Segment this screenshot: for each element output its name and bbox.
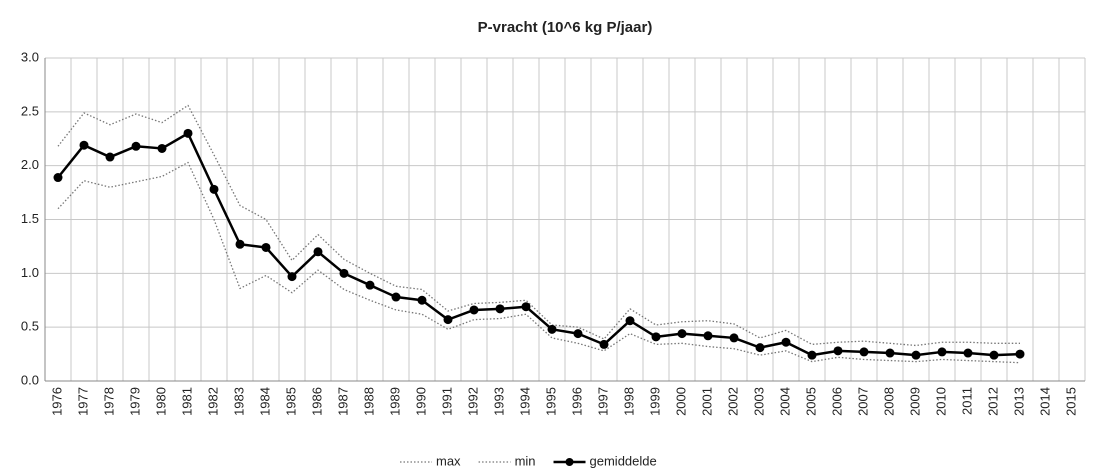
- data-point: [105, 152, 115, 162]
- data-point: [703, 331, 713, 341]
- x-tick-label: 2007: [855, 387, 870, 416]
- x-tick-label: 1978: [101, 387, 116, 416]
- data-point: [157, 143, 167, 153]
- chart-title: P-vracht (10^6 kg P/jaar): [478, 19, 653, 36]
- series-line: [57, 161, 1021, 364]
- data-point: [885, 348, 895, 358]
- x-tick-label: 1980: [153, 387, 168, 416]
- data-point: [729, 333, 739, 343]
- x-tick-label: 1999: [647, 387, 662, 416]
- legend-label: max: [436, 453, 461, 468]
- x-tick-label: 2004: [777, 387, 792, 416]
- y-tick-label: 2.5: [21, 103, 39, 118]
- x-tick-label: 1985: [283, 387, 298, 416]
- legend-label: gemiddelde: [590, 453, 657, 468]
- data-point: [625, 316, 635, 326]
- data-point: [833, 346, 843, 356]
- x-tick-label: 1982: [205, 387, 220, 416]
- data-point: [261, 242, 271, 252]
- data-point: [287, 272, 297, 282]
- x-tick-label: 2002: [725, 387, 740, 416]
- x-tick-label: 1984: [257, 387, 272, 416]
- x-tick-label: 1983: [231, 387, 246, 416]
- y-tick-label: 1.5: [21, 211, 39, 226]
- data-point: [963, 348, 973, 358]
- data-point: [807, 350, 817, 360]
- data-point: [365, 280, 375, 290]
- data-point: [79, 140, 89, 150]
- x-tick-label: 2000: [673, 387, 688, 416]
- legend-marker: [565, 458, 574, 466]
- x-tick-label: 1981: [179, 387, 194, 416]
- data-point: [443, 315, 453, 325]
- data-point: [781, 337, 791, 347]
- x-tick-label: 1992: [465, 387, 480, 416]
- data-point: [131, 141, 141, 151]
- y-tick-label: 0.5: [21, 319, 39, 334]
- x-tick-label: 1993: [491, 387, 506, 416]
- data-point: [911, 350, 921, 360]
- data-point: [599, 339, 609, 349]
- data-point: [989, 350, 999, 360]
- data-point: [651, 332, 661, 342]
- data-point: [209, 184, 219, 194]
- data-point: [859, 347, 869, 357]
- data-point: [183, 128, 193, 138]
- data-point: [755, 343, 765, 353]
- x-tick-label: 2011: [959, 387, 974, 415]
- data-point: [677, 329, 687, 339]
- x-tick-label: 1996: [569, 387, 584, 416]
- data-point: [469, 305, 479, 315]
- x-tick-label: 1990: [413, 387, 428, 416]
- x-tick-label: 2008: [881, 387, 896, 416]
- x-tick-label: 1987: [335, 387, 350, 416]
- x-tick-label: 1979: [127, 387, 142, 416]
- x-tick-label: 2005: [803, 387, 818, 416]
- x-tick-label: 1991: [439, 387, 454, 416]
- data-point: [521, 302, 531, 312]
- x-tick-label: 1989: [387, 387, 402, 416]
- x-tick-label: 1998: [621, 387, 636, 416]
- data-point: [53, 173, 63, 183]
- data-point: [417, 295, 427, 305]
- x-tick-label: 1997: [595, 387, 610, 416]
- x-tick-label: 1994: [517, 387, 532, 416]
- x-tick-label: 1988: [361, 387, 376, 416]
- y-tick-label: 0.0: [21, 372, 39, 387]
- x-tick-label: 2006: [829, 387, 844, 416]
- data-point: [547, 324, 557, 334]
- data-point: [235, 239, 245, 249]
- data-point: [339, 268, 349, 278]
- data-point: [573, 329, 583, 339]
- x-tick-label: 1976: [49, 387, 64, 416]
- data-point: [937, 347, 947, 357]
- x-tick-label: 2009: [907, 387, 922, 416]
- x-tick-label: 1977: [75, 387, 90, 416]
- x-tick-label: 2013: [1011, 387, 1026, 416]
- x-tick-label: 2015: [1063, 387, 1078, 416]
- y-tick-label: 3.0: [21, 49, 39, 64]
- data-point: [495, 304, 505, 314]
- x-tick-label: 2003: [751, 387, 766, 416]
- x-tick-label: 2001: [699, 387, 714, 416]
- x-tick-label: 1986: [309, 387, 324, 416]
- x-tick-label: 1995: [543, 387, 558, 416]
- x-tick-label: 2012: [985, 387, 1000, 416]
- x-tick-label: 2010: [933, 387, 948, 416]
- y-tick-label: 1.0: [21, 265, 39, 280]
- data-point: [1015, 349, 1025, 359]
- data-point: [391, 292, 401, 302]
- legend-label: min: [515, 453, 536, 468]
- data-point: [313, 247, 323, 257]
- x-tick-label: 2014: [1037, 387, 1052, 416]
- y-tick-label: 2.0: [21, 157, 39, 172]
